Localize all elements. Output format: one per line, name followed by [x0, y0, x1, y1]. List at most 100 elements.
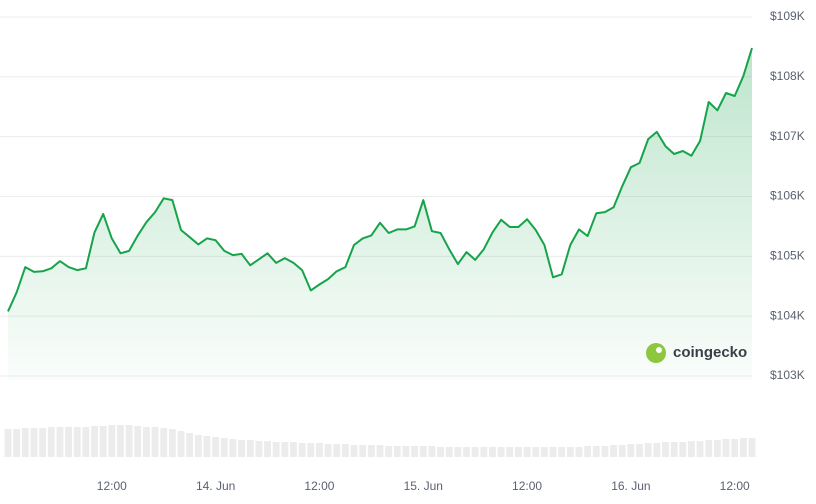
volume-bar [264, 441, 271, 457]
volume-bar [168, 429, 176, 457]
volume-bar [272, 442, 280, 457]
volume-bar [99, 426, 107, 457]
volume-bar [82, 427, 90, 457]
volume-bar [385, 446, 393, 457]
price-area [8, 48, 752, 380]
volume-bar [644, 443, 652, 457]
volume-bar [437, 447, 444, 457]
volume-bar [47, 427, 55, 457]
volume-bar [91, 426, 98, 457]
volume-bar [194, 435, 202, 457]
volume-bar [307, 443, 315, 457]
logo [646, 343, 666, 363]
watermark: coingecko [646, 343, 747, 363]
volume-bar [558, 447, 566, 457]
volume-bar [73, 427, 81, 457]
volume-bar [713, 440, 721, 457]
y-tick-label: $109K [770, 9, 805, 23]
y-tick-label: $107K [770, 129, 805, 143]
volume-bar [281, 442, 289, 457]
x-tick-label: 14. Jun [196, 479, 235, 493]
volume-bar [376, 445, 384, 457]
volume-bar [56, 427, 64, 457]
volume-bar [731, 439, 739, 457]
volume-bar [705, 440, 713, 457]
volume-bar [670, 442, 678, 457]
volume-bar [610, 445, 618, 457]
volume-bar [4, 429, 12, 457]
volume-bar [445, 447, 453, 457]
volume-bar [627, 444, 635, 457]
volume-bar [722, 439, 730, 457]
volume-bar [21, 428, 29, 457]
volume-bar [290, 442, 297, 457]
volume-bar [471, 447, 479, 457]
volume-bar [134, 426, 142, 457]
volume-bar [246, 440, 254, 457]
volume-bar [506, 447, 514, 457]
volume-bar [636, 444, 643, 457]
volume-bar [584, 446, 592, 457]
volume-bar [480, 447, 488, 457]
x-tick-label: 12:00 [97, 479, 127, 493]
y-tick-label: $103K [770, 368, 805, 382]
y-tick-label: $108K [770, 69, 805, 83]
y-tick-label: $105K [770, 249, 805, 263]
volume-bar [30, 428, 38, 457]
volume-bar [177, 431, 185, 457]
x-tick-label: 12:00 [304, 479, 334, 493]
volume-bar [160, 428, 168, 457]
volume-bar [653, 443, 661, 457]
volume-bar [497, 447, 505, 457]
volume-bar [367, 445, 375, 457]
volume-bar [419, 446, 427, 457]
volume-bar [350, 445, 358, 457]
volume-bar [359, 445, 367, 457]
volume-bar [411, 446, 419, 457]
volume-bar [238, 440, 246, 457]
volume-bar [13, 429, 21, 457]
volume-bar [229, 439, 237, 457]
volume-bar [298, 443, 306, 457]
x-tick-label: 16. Jun [611, 479, 650, 493]
volume-bar [324, 444, 332, 457]
volume-bar [142, 427, 150, 457]
x-tick-label: 12:00 [512, 479, 542, 493]
volume-bar [39, 428, 47, 457]
volume-bar [739, 438, 747, 457]
volume-bar [108, 425, 116, 457]
volume-bar [549, 447, 557, 457]
y-tick-label: $104K [770, 308, 805, 322]
volume-bar [601, 446, 609, 457]
volume-bar [514, 447, 522, 457]
volume-bar [186, 433, 194, 457]
volume-bar [428, 446, 436, 457]
volume-bar [316, 443, 323, 457]
volume-bar [333, 444, 341, 457]
volume-bar [679, 442, 687, 457]
volume-bar [117, 425, 124, 457]
volume-bar [688, 441, 695, 457]
volume-bar [618, 445, 626, 457]
price-line [7, 47, 753, 312]
volume-bar [393, 446, 401, 457]
watermark-text: coingecko [673, 344, 747, 361]
x-tick-label: 12:00 [720, 479, 750, 493]
volume-bar [575, 447, 583, 457]
volume-bar [65, 427, 72, 457]
volume-bar [125, 425, 133, 457]
volume-bar [212, 437, 220, 457]
x-tick-label: 15. Jun [404, 479, 443, 493]
volume-bar [748, 438, 756, 457]
volume-bar [489, 447, 496, 457]
volume-bar [523, 447, 531, 457]
volume-bar [592, 446, 600, 457]
volume-bar [532, 447, 540, 457]
volume-bar [203, 436, 211, 457]
volume-bar [220, 438, 228, 457]
volume-bar [696, 441, 704, 457]
volume-bar [454, 447, 462, 457]
volume-bar [566, 447, 574, 457]
volume-bar [662, 442, 669, 457]
